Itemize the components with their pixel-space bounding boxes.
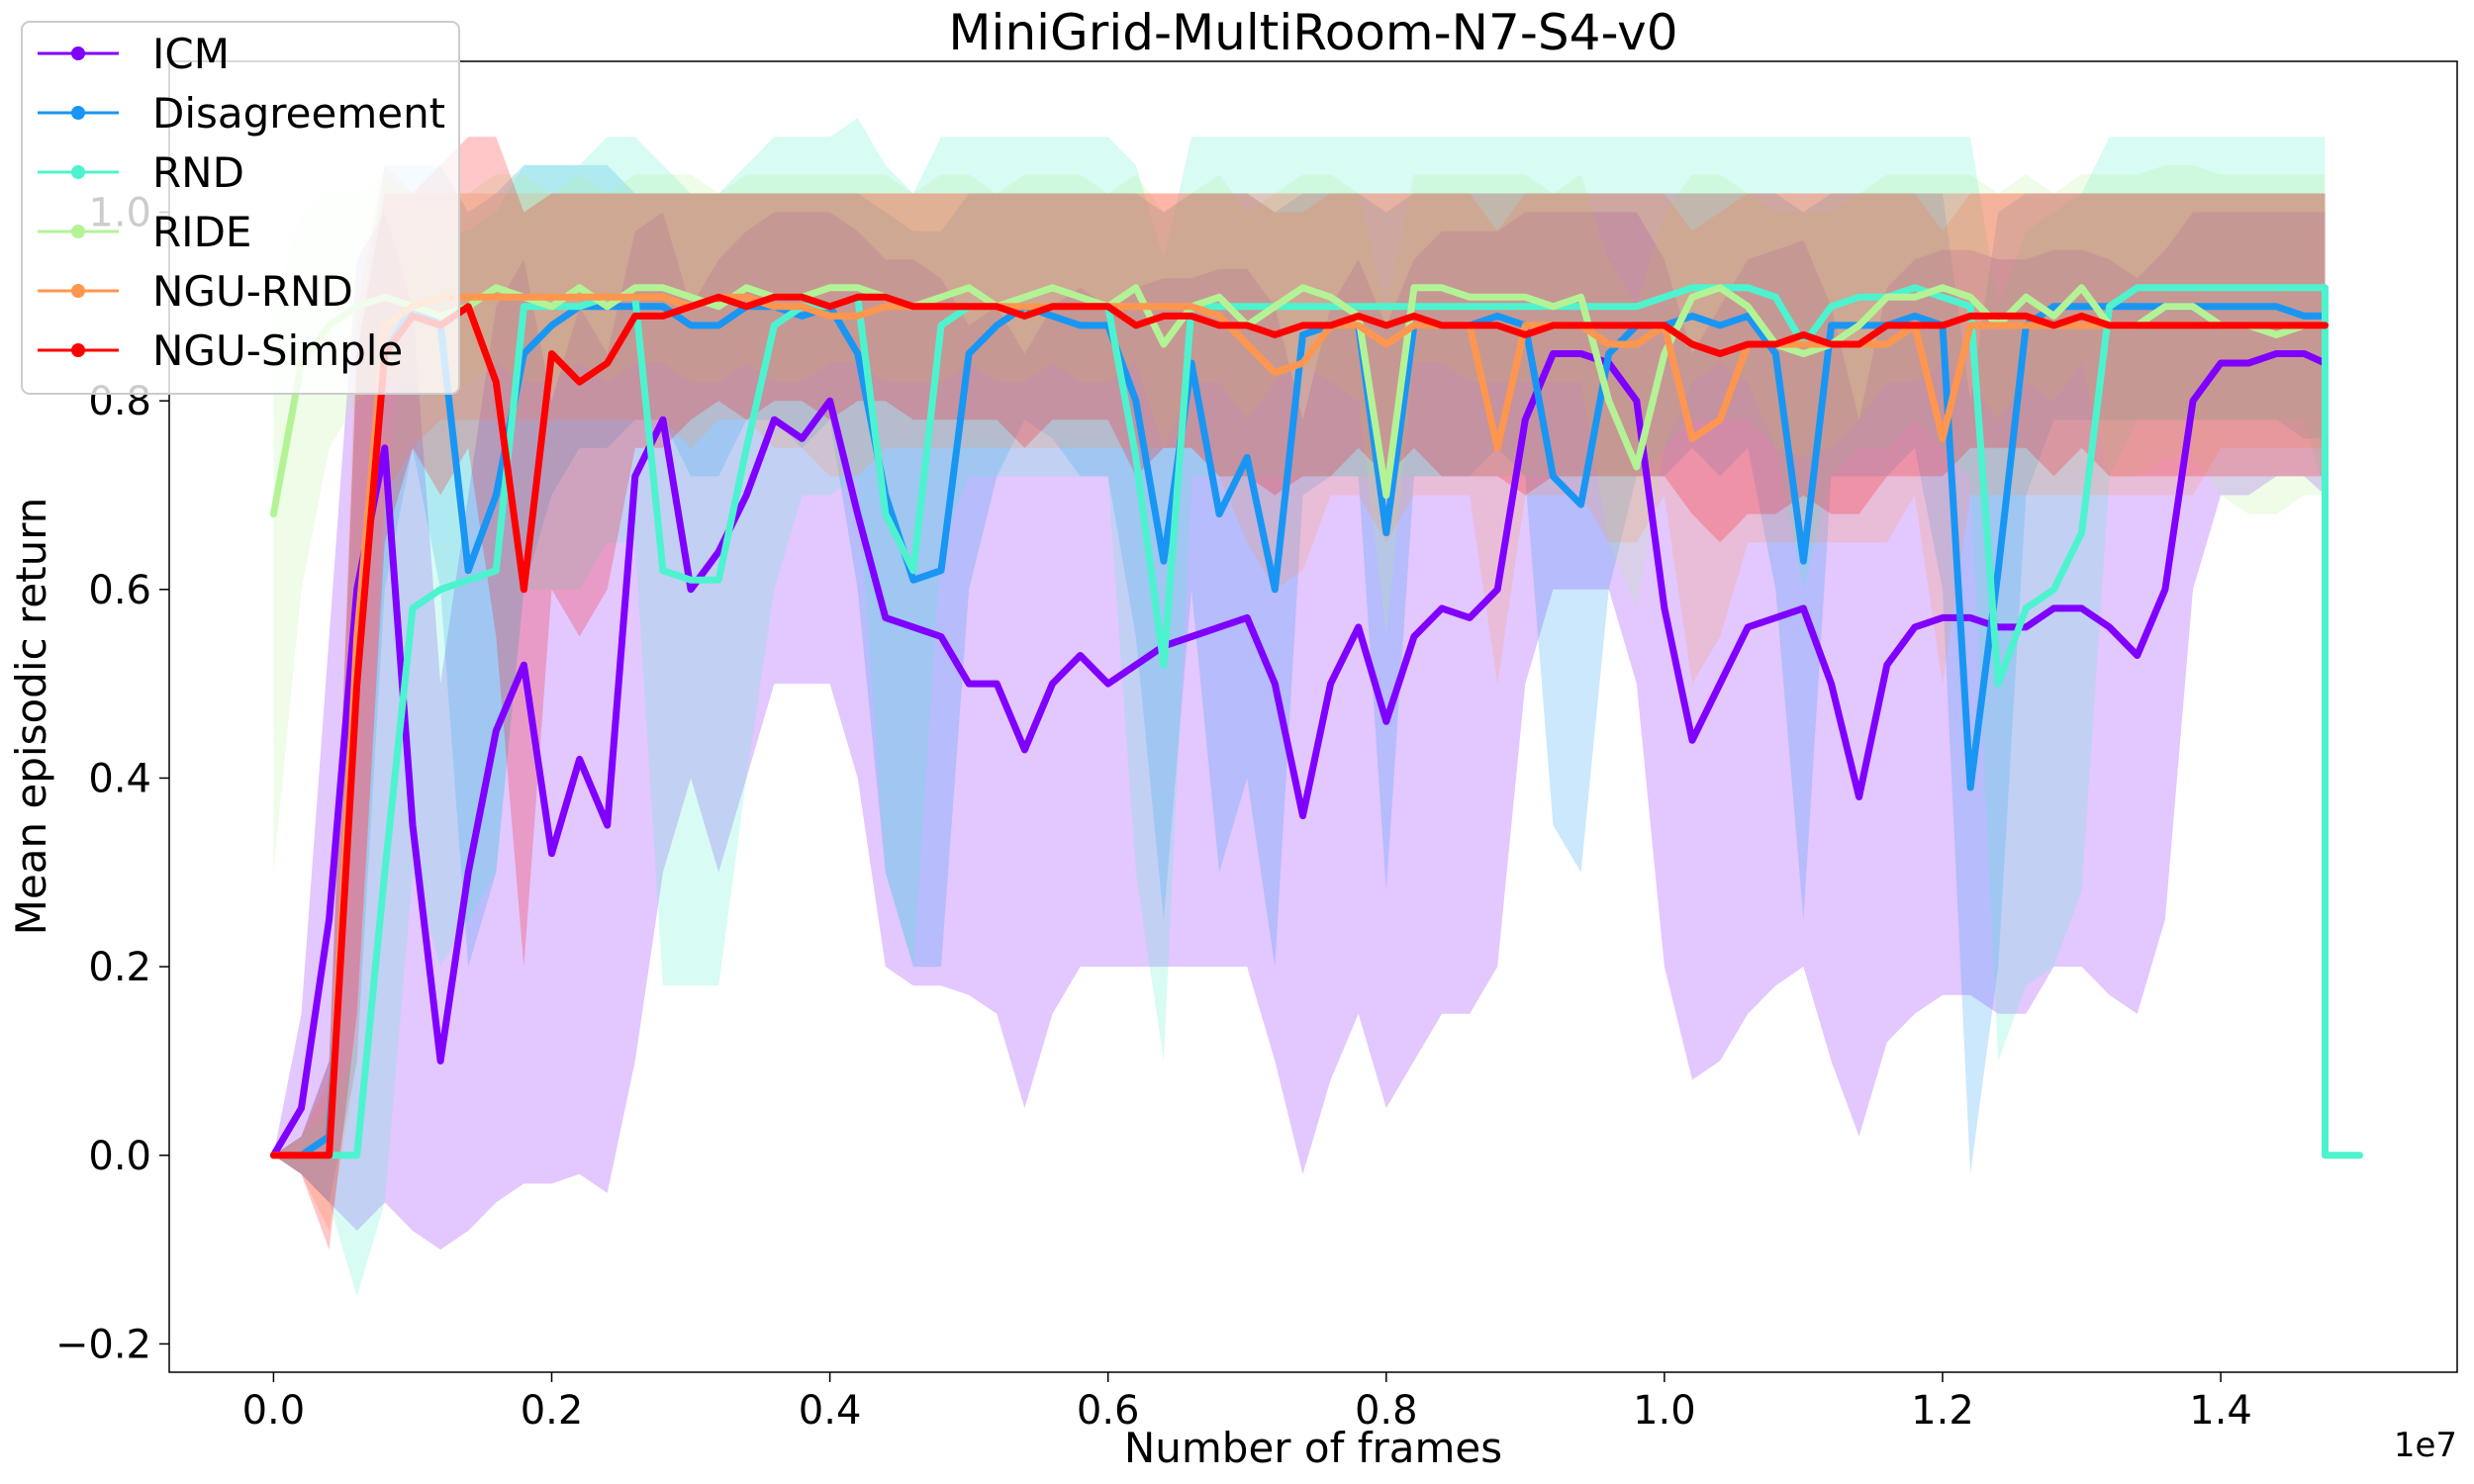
legend-label: NGU-Simple [152,326,403,375]
y-tick-label: 0.0 [88,1134,151,1179]
x-tick-label: 0.0 [242,1388,306,1434]
legend-box [21,21,460,395]
series-lines [269,284,2364,1159]
chart-title: MiniGrid-MultiRoom-N7-S4-v0 [948,4,1677,61]
y-tick-label: 0.6 [88,568,151,613]
x-tick-label: 0.2 [521,1388,584,1434]
x-tick-label: 0.4 [799,1388,862,1434]
x-axis-offset-label: 1e7 [2394,1426,2457,1465]
series-line-ngu-rnd [269,293,2329,1159]
legend-marker [71,343,85,357]
series-line-disagreement [269,303,2329,1159]
legend-marker [71,225,85,238]
legend-label: RIDE [152,208,251,256]
legend-label: RND [152,148,244,197]
legend-label: NGU-RND [152,267,353,316]
legend-marker [71,165,85,179]
legend: ICM Disagreement RND RIDE NGU-RND NGU-Simple [21,21,460,395]
band-ngu-simple [273,137,2326,1251]
legend-marker [71,106,85,120]
y-tick-label: 0.2 [88,945,151,990]
x-axis-label: Number of frames [1124,1424,1502,1472]
x-tick-label: 0.6 [1077,1388,1140,1434]
legend-marker [71,284,85,298]
legend-marker [71,46,85,60]
band-rnd [273,118,2360,1297]
y-axis-label: Mean episodic return [7,498,55,936]
x-tick-label: 1.4 [2189,1388,2252,1434]
series-line-ngu-simple [269,293,2329,1159]
legend-label: Disagreement [152,89,445,138]
x-tick-label: 1.2 [1911,1388,1974,1434]
legend-label: ICM [152,30,230,78]
y-tick-label: −0.2 [55,1322,151,1367]
x-tick-label: 0.8 [1355,1388,1418,1434]
plot-frame [168,60,2458,1373]
x-axis-ticks: 0.0 0.2 0.4 0.6 0.8 1.0 1.2 1.4 [242,1372,2252,1434]
y-tick-label: 0.4 [88,756,151,801]
x-tick-label: 1.0 [1633,1388,1696,1434]
